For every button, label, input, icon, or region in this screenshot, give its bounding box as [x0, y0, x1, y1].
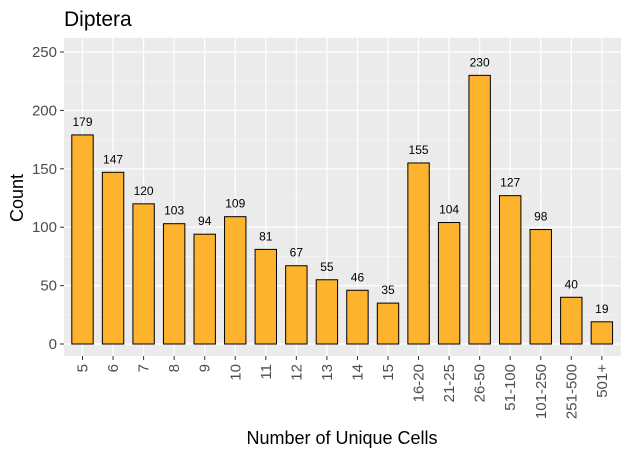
data-label-9: 94: [198, 214, 212, 228]
x-tick-label-10: 10: [227, 364, 244, 381]
data-label-11: 81: [259, 229, 273, 243]
x-axis-title: Number of Unique Cells: [246, 428, 437, 448]
data-label-6: 147: [103, 152, 123, 166]
x-tick-label-11: 11: [258, 364, 275, 380]
data-labels: 179 147 120 103 94 109 81 67 55 46 35 155 104 230 127 9…: [72, 55, 608, 315]
data-label-10: 109: [225, 197, 245, 211]
bar-101-250: [529, 229, 552, 345]
bar-14: [346, 289, 369, 345]
bar-10: [224, 216, 247, 345]
data-label-7: 120: [134, 184, 154, 198]
y-tick-label: 50: [40, 278, 57, 295]
bar-15: [376, 302, 400, 345]
bar-16-20: [407, 162, 430, 345]
x-tick-label-8: 8: [166, 364, 183, 372]
bar-11: [254, 248, 278, 345]
data-label-12: 67: [290, 246, 304, 260]
data-label-16-20: 155: [409, 143, 429, 157]
y-axis-title: Count: [7, 174, 27, 222]
bar-5: [71, 134, 94, 345]
bar-8: [162, 223, 186, 345]
data-label-14: 46: [351, 270, 365, 284]
bar-9: [193, 233, 216, 345]
x-tick-label-5: 5: [75, 364, 92, 372]
x-tick-label-7: 7: [136, 364, 153, 372]
bar-251-500: [560, 296, 583, 345]
x-tick-label-6: 6: [105, 364, 122, 372]
data-label-51-100: 127: [500, 176, 520, 190]
data-label-26-50: 230: [470, 55, 490, 69]
x-tick-label-101-250: 101-250: [533, 364, 550, 419]
plot-panel: [64, 38, 621, 356]
x-tick-label-9: 9: [197, 364, 214, 372]
bar-26-50: [468, 74, 491, 345]
data-label-13: 55: [320, 260, 334, 274]
data-label-251-500: 40: [565, 277, 579, 291]
y-tick-label: 100: [32, 219, 57, 236]
x-tick-label-16-20: 16-20: [411, 364, 428, 402]
bar-51-100: [499, 195, 522, 345]
data-label-15: 35: [381, 283, 395, 297]
x-tick-label-501+: 501+: [594, 364, 611, 398]
y-axis: 0 50 100 150 200 250: [32, 44, 64, 353]
data-label-5: 179: [72, 115, 92, 129]
data-label-8: 103: [164, 204, 184, 218]
x-tick-label-13: 13: [319, 364, 336, 381]
x-tick-label-251-500: 251-500: [563, 364, 580, 419]
chart-title: Diptera: [64, 8, 132, 31]
bar-13: [315, 279, 339, 345]
x-tick-label-51-100: 51-100: [502, 364, 519, 411]
x-tick-label-26-50: 26-50: [472, 364, 489, 402]
y-tick-label: 200: [32, 102, 57, 119]
data-label-21-25: 104: [439, 203, 459, 217]
x-axis: 5 6 7 8 9 10 11 12 13 14 15 16-20 21-25 26-50 51-100 10…: [75, 356, 611, 419]
x-tick-label-21-25: 21-25: [441, 364, 458, 402]
bar-501+: [590, 321, 614, 345]
x-tick-label-14: 14: [349, 364, 366, 381]
y-tick-label: 150: [32, 161, 57, 178]
data-label-101-250: 98: [534, 210, 548, 224]
y-tick-label: 250: [32, 44, 57, 61]
bar-6: [101, 171, 125, 345]
bar-12: [285, 265, 308, 345]
bar-7: [132, 203, 155, 345]
x-tick-label-15: 15: [380, 364, 397, 381]
bar-21-25: [437, 222, 461, 345]
x-tick-label-12: 12: [288, 364, 305, 381]
bars: [71, 74, 614, 345]
data-label-501+: 19: [595, 302, 609, 316]
y-tick-label: 0: [49, 336, 57, 353]
